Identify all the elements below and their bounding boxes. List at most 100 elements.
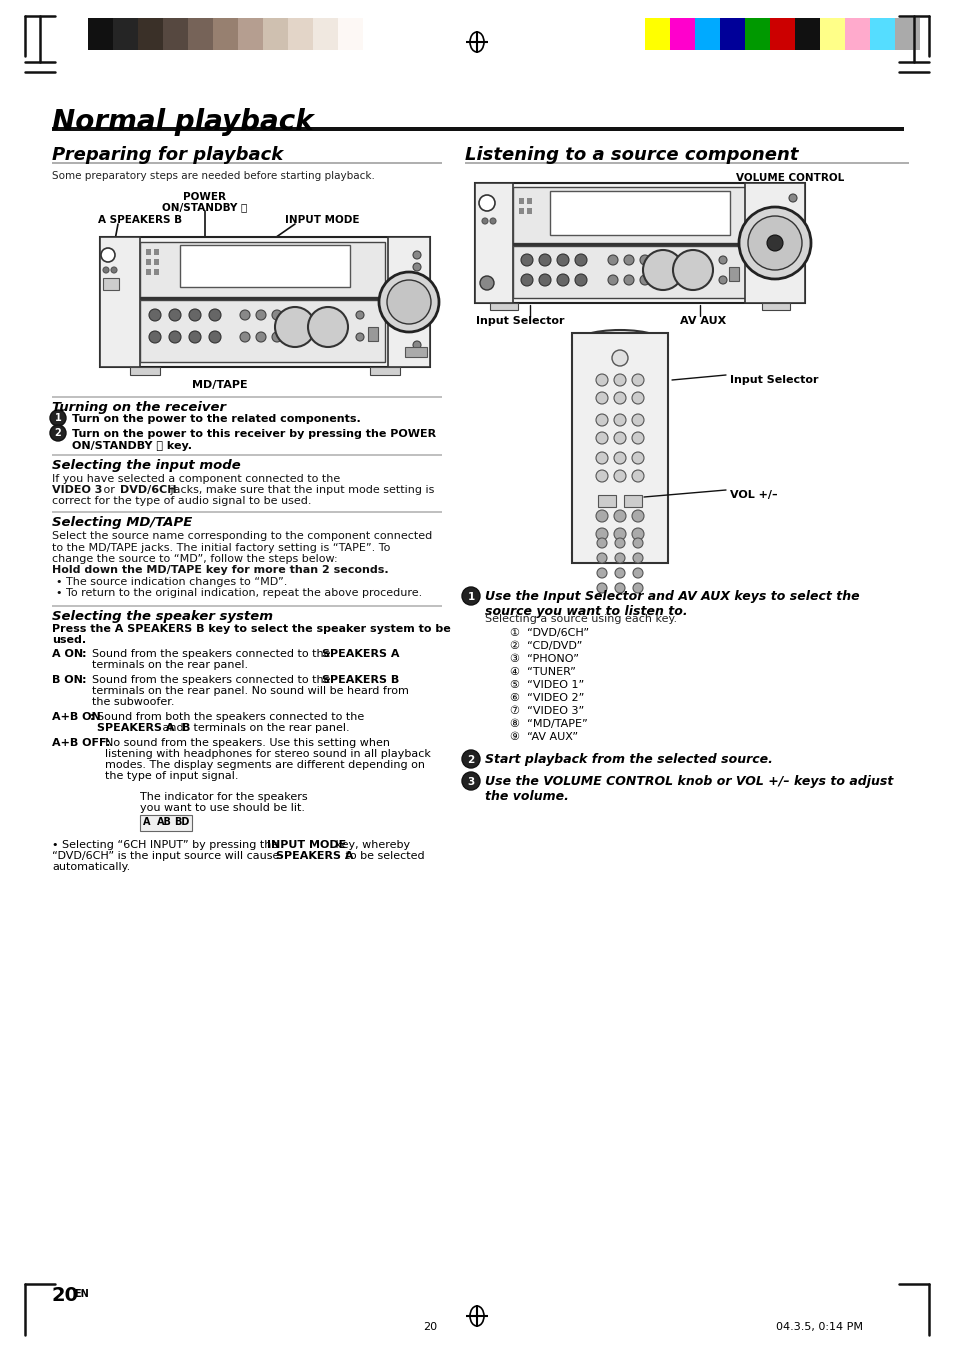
Circle shape xyxy=(461,771,479,790)
Bar xyxy=(130,367,160,376)
Circle shape xyxy=(596,470,607,482)
Text: MD/TAPE: MD/TAPE xyxy=(192,380,248,390)
Bar xyxy=(180,245,350,286)
Text: A SPEAKERS B: A SPEAKERS B xyxy=(98,215,182,226)
Bar xyxy=(598,494,616,507)
Bar xyxy=(869,18,894,50)
Text: or: or xyxy=(100,485,118,494)
Text: Some preparatory steps are needed before starting playback.: Some preparatory steps are needed before… xyxy=(52,172,375,181)
Circle shape xyxy=(631,374,643,386)
Bar xyxy=(513,186,760,243)
Circle shape xyxy=(623,276,634,285)
Text: “DVD/6CH” is the input source will cause: “DVD/6CH” is the input source will cause xyxy=(52,851,283,861)
Circle shape xyxy=(413,263,420,272)
Circle shape xyxy=(149,331,161,343)
Circle shape xyxy=(479,276,494,290)
Circle shape xyxy=(607,276,618,285)
Circle shape xyxy=(596,374,607,386)
Text: 2: 2 xyxy=(467,755,475,765)
Circle shape xyxy=(538,254,551,266)
Circle shape xyxy=(103,267,109,273)
Bar xyxy=(894,18,919,50)
Bar xyxy=(513,243,760,246)
Text: 3: 3 xyxy=(467,777,475,788)
Bar xyxy=(720,18,744,50)
Bar xyxy=(370,367,399,376)
Circle shape xyxy=(575,254,586,266)
Circle shape xyxy=(739,207,810,280)
Bar xyxy=(112,18,138,50)
Text: • The source indication changes to “MD”.: • The source indication changes to “MD”. xyxy=(56,577,287,586)
Bar xyxy=(52,162,441,163)
Bar xyxy=(146,249,151,255)
Bar xyxy=(52,396,441,399)
Text: AV AUX: AV AUX xyxy=(679,316,725,326)
Text: BD: BD xyxy=(173,817,190,827)
Text: No sound from the speakers. Use this setting when: No sound from the speakers. Use this set… xyxy=(105,738,390,748)
Circle shape xyxy=(596,413,607,426)
Circle shape xyxy=(596,509,607,521)
Circle shape xyxy=(614,374,625,386)
Circle shape xyxy=(169,309,181,322)
Bar xyxy=(140,300,385,362)
Circle shape xyxy=(378,272,438,332)
Text: 2: 2 xyxy=(54,428,61,438)
Text: SPEAKERS A: SPEAKERS A xyxy=(322,648,399,659)
Text: The indicator for the speakers: The indicator for the speakers xyxy=(140,792,307,802)
Bar xyxy=(52,605,441,607)
Circle shape xyxy=(308,307,348,347)
Circle shape xyxy=(538,274,551,286)
Circle shape xyxy=(520,274,533,286)
Circle shape xyxy=(597,538,606,549)
Bar xyxy=(572,332,667,563)
Text: SPEAKERS B: SPEAKERS B xyxy=(322,676,399,685)
Bar xyxy=(526,199,532,204)
Bar xyxy=(405,347,427,357)
Circle shape xyxy=(189,331,201,343)
Circle shape xyxy=(615,538,624,549)
Text: 1: 1 xyxy=(54,413,61,423)
Text: the type of input signal.: the type of input signal. xyxy=(105,771,238,781)
Circle shape xyxy=(272,332,282,342)
Text: used.: used. xyxy=(52,635,86,644)
Circle shape xyxy=(189,309,201,322)
Text: Hold down the MD/TAPE key for more than 2 seconds.: Hold down the MD/TAPE key for more than … xyxy=(52,565,388,576)
Text: B: B xyxy=(182,723,191,734)
Circle shape xyxy=(596,528,607,540)
Circle shape xyxy=(614,392,625,404)
Text: ④  “TUNER”: ④ “TUNER” xyxy=(510,667,576,677)
Text: ⑦  “VIDEO 3”: ⑦ “VIDEO 3” xyxy=(510,707,583,716)
Bar xyxy=(52,511,441,513)
Text: Selecting a source using each key.: Selecting a source using each key. xyxy=(484,613,677,624)
Circle shape xyxy=(615,553,624,563)
Circle shape xyxy=(209,331,221,343)
Bar xyxy=(163,18,188,50)
Circle shape xyxy=(631,470,643,482)
Circle shape xyxy=(766,235,782,251)
Text: key, whereby: key, whereby xyxy=(332,840,410,850)
Text: ③  “PHONO”: ③ “PHONO” xyxy=(510,654,578,663)
Circle shape xyxy=(481,218,488,224)
Text: Sound from the speakers connected to the: Sound from the speakers connected to the xyxy=(91,676,334,685)
Circle shape xyxy=(596,453,607,463)
Circle shape xyxy=(355,311,364,319)
Circle shape xyxy=(623,255,634,265)
Circle shape xyxy=(631,432,643,444)
Text: INPUT MODE: INPUT MODE xyxy=(267,840,346,850)
Ellipse shape xyxy=(572,543,667,563)
Circle shape xyxy=(355,332,364,340)
Circle shape xyxy=(597,553,606,563)
Bar xyxy=(213,18,237,50)
Text: Turn on the power to the related components.: Turn on the power to the related compone… xyxy=(71,413,360,424)
Text: ⑨  “AV AUX”: ⑨ “AV AUX” xyxy=(510,732,578,742)
Text: ⑧  “MD/TAPE”: ⑧ “MD/TAPE” xyxy=(510,719,587,730)
Text: Sound from the speakers connected to the: Sound from the speakers connected to the xyxy=(91,648,334,659)
Text: 20: 20 xyxy=(52,1286,79,1305)
Circle shape xyxy=(614,470,625,482)
Bar xyxy=(237,18,263,50)
Text: the subwoofer.: the subwoofer. xyxy=(91,697,174,707)
Bar xyxy=(52,127,903,131)
Bar xyxy=(518,208,523,213)
Text: Selecting the speaker system: Selecting the speaker system xyxy=(52,611,273,623)
Text: Listening to a source component: Listening to a source component xyxy=(464,146,798,163)
